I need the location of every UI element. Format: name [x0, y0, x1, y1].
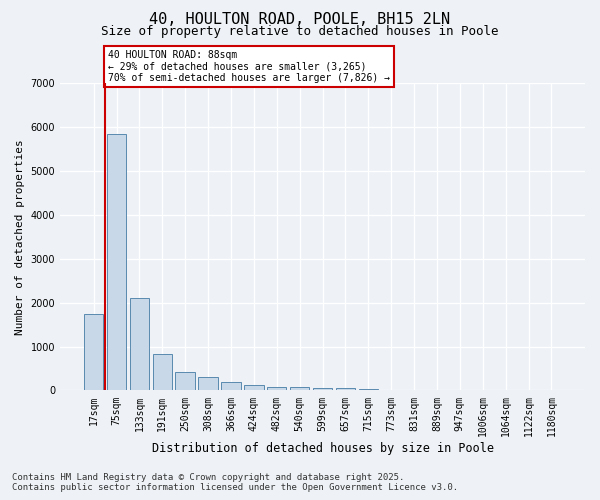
Bar: [130, 298, 149, 390]
Bar: [175, 372, 195, 390]
Bar: [267, 386, 286, 390]
Bar: [313, 388, 332, 390]
Text: Contains HM Land Registry data © Crown copyright and database right 2025.
Contai: Contains HM Land Registry data © Crown c…: [12, 473, 458, 492]
Y-axis label: Number of detached properties: Number of detached properties: [15, 139, 25, 334]
Text: 40 HOULTON ROAD: 88sqm
← 29% of detached houses are smaller (3,265)
70% of semi-: 40 HOULTON ROAD: 88sqm ← 29% of detached…: [108, 50, 390, 83]
Bar: [152, 354, 172, 390]
Bar: [359, 388, 378, 390]
Bar: [244, 385, 263, 390]
Text: 40, HOULTON ROAD, POOLE, BH15 2LN: 40, HOULTON ROAD, POOLE, BH15 2LN: [149, 12, 451, 28]
Bar: [221, 382, 241, 390]
Bar: [107, 134, 126, 390]
Bar: [290, 388, 310, 390]
Bar: [335, 388, 355, 390]
Text: Size of property relative to detached houses in Poole: Size of property relative to detached ho…: [101, 25, 499, 38]
X-axis label: Distribution of detached houses by size in Poole: Distribution of detached houses by size …: [152, 442, 494, 455]
Bar: [199, 377, 218, 390]
Bar: [84, 314, 103, 390]
